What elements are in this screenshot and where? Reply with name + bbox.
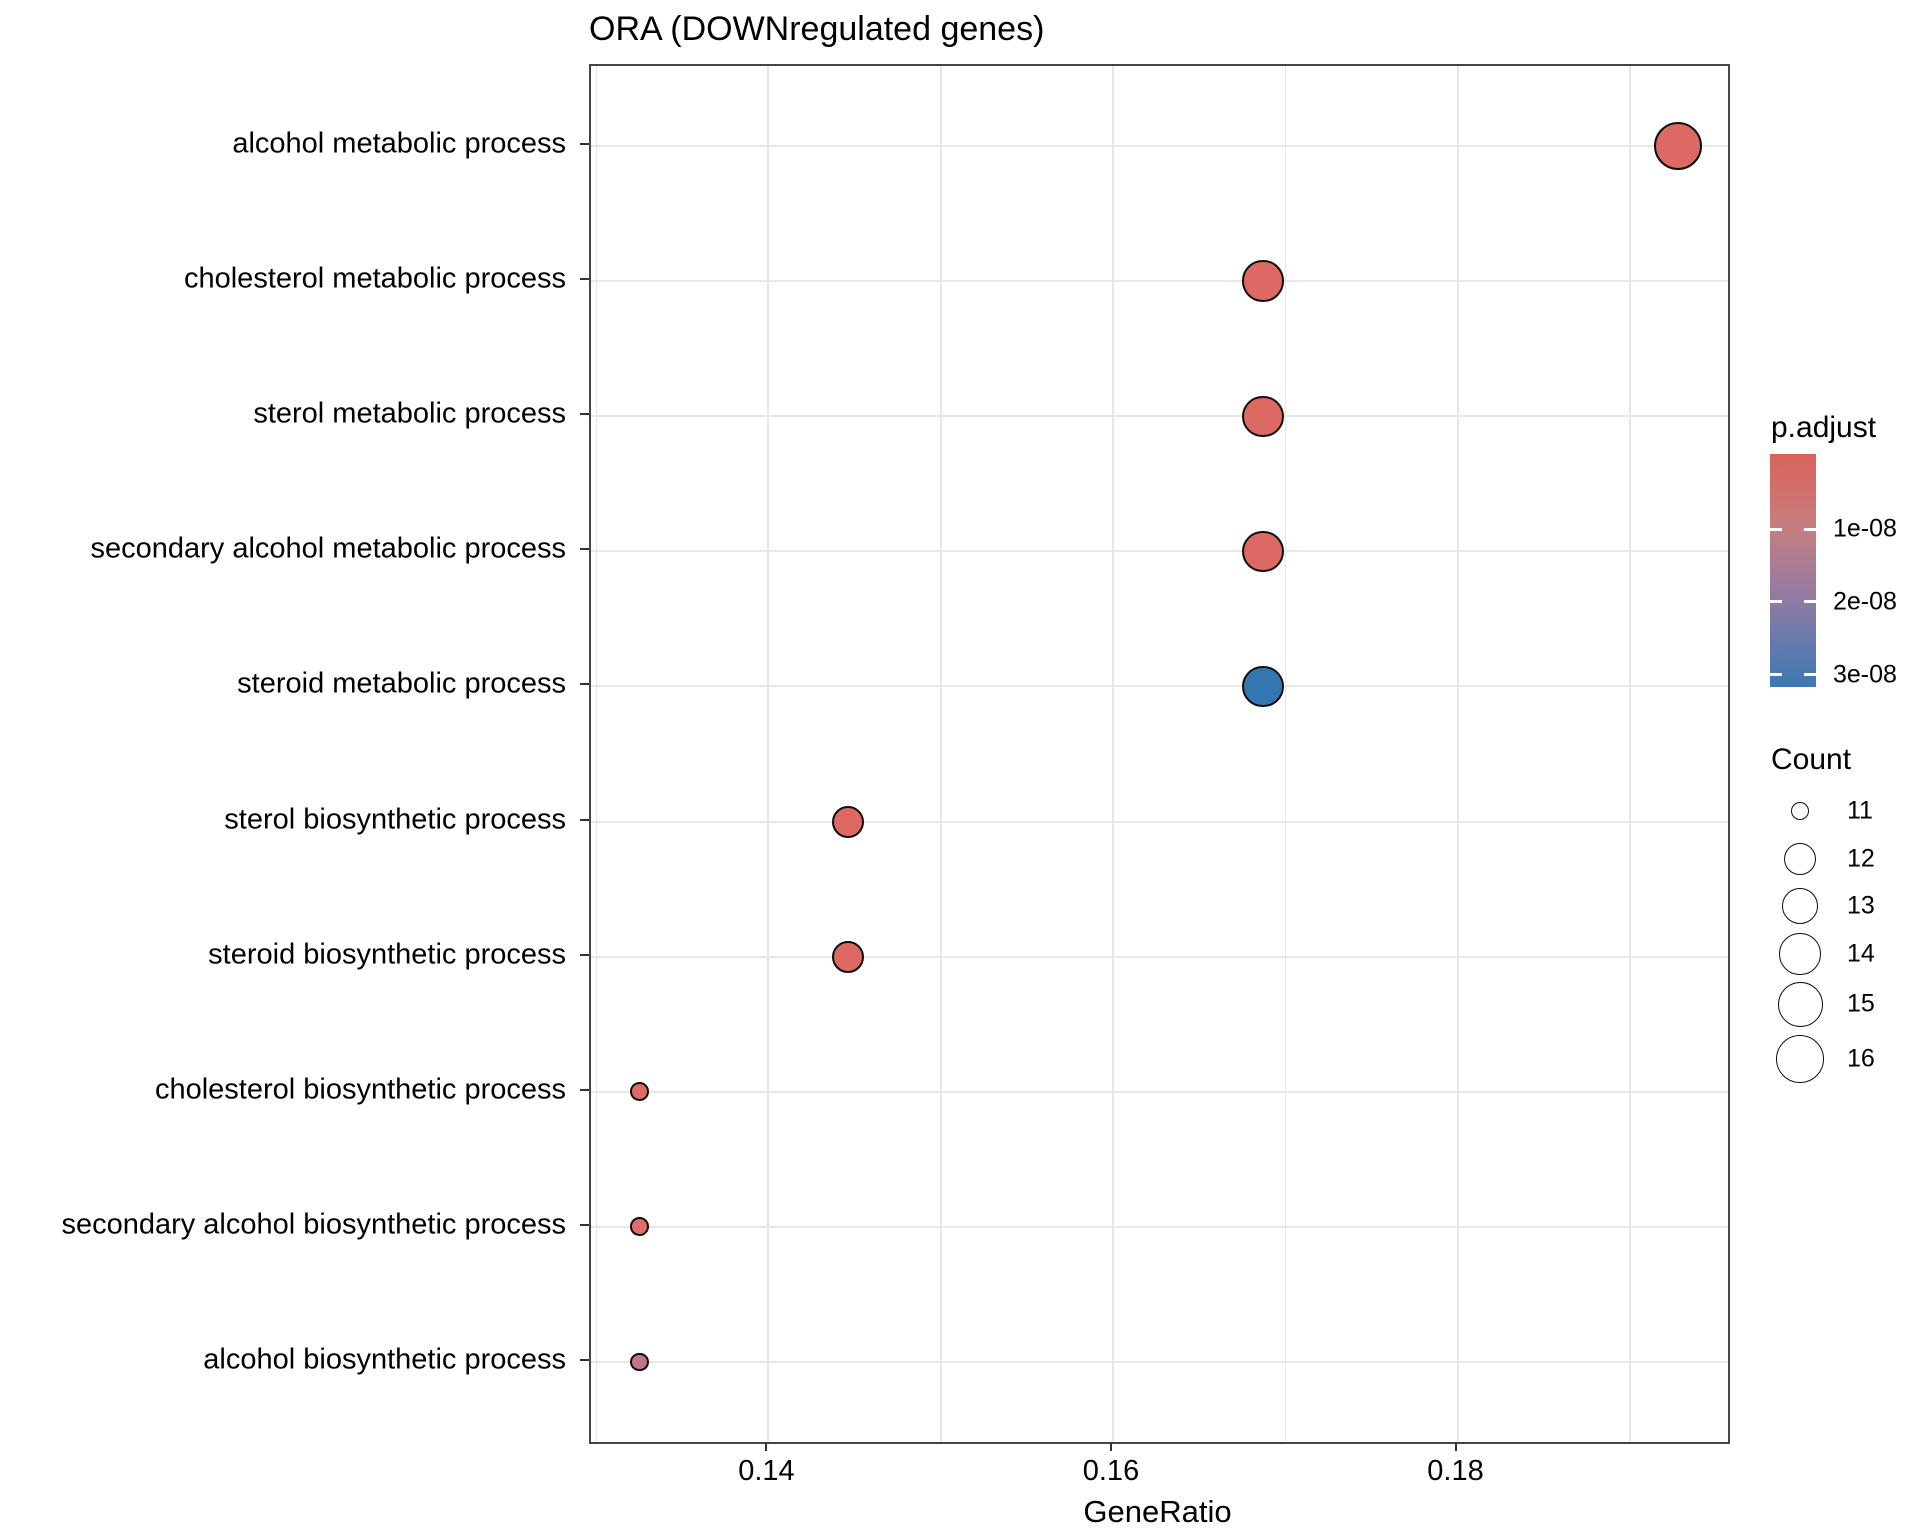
colorbar-tick-label: 3e-08 [1833, 660, 1897, 689]
count-legend-label: 13 [1847, 891, 1875, 920]
gridline-horizontal [591, 1361, 1728, 1363]
colorbar-tick-label: 1e-08 [1833, 514, 1897, 543]
gridline-horizontal [591, 415, 1728, 418]
colorbar-tick-label: 2e-08 [1833, 587, 1897, 616]
count-legend-label: 15 [1847, 989, 1875, 1018]
count-legend-circle [1784, 843, 1816, 875]
x-axis-tick-label: 0.18 [1427, 1455, 1484, 1487]
y-axis-label: steroid biosynthetic process [208, 938, 566, 971]
count-legend-label: 16 [1847, 1044, 1875, 1073]
y-axis-tick [580, 413, 589, 416]
gridline-horizontal [591, 1225, 1728, 1228]
colorbar-tick [1804, 600, 1816, 604]
x-axis-tick [1454, 1442, 1457, 1451]
x-axis-tick-label: 0.16 [1082, 1455, 1140, 1487]
x-axis-tick-label: 0.14 [738, 1455, 795, 1487]
count-legend-circle [1779, 933, 1821, 975]
y-axis-label: steroid metabolic process [237, 667, 566, 700]
y-axis-tick [580, 143, 589, 145]
data-point [1242, 530, 1284, 573]
colorbar-tick [1804, 673, 1816, 677]
data-point [1242, 395, 1284, 437]
y-axis-tick [580, 953, 589, 956]
y-axis-label: alcohol biosynthetic process [203, 1343, 566, 1376]
colorbar-tick [1770, 673, 1782, 677]
y-axis-label: secondary alcohol biosynthetic process [61, 1208, 566, 1241]
y-axis-label: sterol biosynthetic process [224, 803, 566, 836]
data-point [629, 1352, 649, 1372]
y-axis-tick [580, 548, 589, 551]
x-axis-title: GeneRatio [1083, 1494, 1232, 1529]
gridline-vertical-minor [940, 66, 942, 1442]
gridline-vertical-major [1456, 66, 1459, 1442]
colorbar-tick [1770, 527, 1782, 531]
legend-count-title: Count [1771, 743, 1852, 776]
data-point [629, 1217, 649, 1237]
data-point [831, 805, 864, 838]
colorbar-tick [1770, 600, 1782, 604]
data-point [1242, 260, 1284, 302]
count-legend-label: 12 [1847, 844, 1875, 873]
gridline-vertical-major [767, 66, 770, 1442]
count-legend-circle [1777, 981, 1823, 1027]
y-axis-tick [580, 278, 589, 281]
gridline-horizontal [591, 145, 1728, 147]
gridline-horizontal [591, 955, 1728, 958]
count-legend-circle [1790, 801, 1810, 821]
gridline-vertical-minor [595, 66, 597, 1442]
y-axis-label: alcohol metabolic process [232, 127, 566, 160]
y-axis-tick [580, 818, 589, 821]
count-legend-label: 11 [1847, 796, 1873, 825]
plot-panel [589, 64, 1730, 1444]
y-axis-tick [580, 1088, 589, 1091]
y-axis-label: secondary alcohol metabolic process [90, 532, 566, 565]
colorbar-tick [1804, 527, 1816, 531]
y-axis-label: cholesterol biosynthetic process [154, 1073, 566, 1106]
count-legend-circle [1775, 1034, 1825, 1084]
chart-title: ORA (DOWNregulated genes) [589, 10, 1045, 48]
y-axis-label: cholesterol metabolic process [183, 262, 566, 295]
data-point [629, 1082, 649, 1102]
x-axis-tick [1109, 1442, 1112, 1451]
y-axis-tick [580, 683, 589, 686]
gridline-horizontal [591, 685, 1728, 688]
legend-padjust-title: p.adjust [1771, 411, 1877, 444]
data-point [831, 940, 864, 973]
gridline-vertical-minor [1284, 66, 1287, 1442]
legend-padjust-colorbar [1770, 454, 1816, 687]
gridline-horizontal [591, 550, 1728, 553]
y-axis-tick [580, 1223, 589, 1226]
gridline-horizontal [591, 1090, 1728, 1093]
y-axis-tick [580, 1359, 589, 1361]
data-point [1242, 665, 1284, 708]
gridline-vertical-major [1111, 66, 1114, 1442]
y-axis-label: sterol metabolic process [253, 397, 566, 430]
count-legend-circle [1781, 887, 1819, 925]
gridline-vertical-minor [1629, 66, 1631, 1442]
data-point [1653, 121, 1703, 171]
gridline-horizontal [591, 820, 1728, 823]
x-axis-tick [765, 1442, 768, 1451]
count-legend-label: 14 [1847, 939, 1875, 968]
gridline-horizontal [591, 280, 1728, 283]
